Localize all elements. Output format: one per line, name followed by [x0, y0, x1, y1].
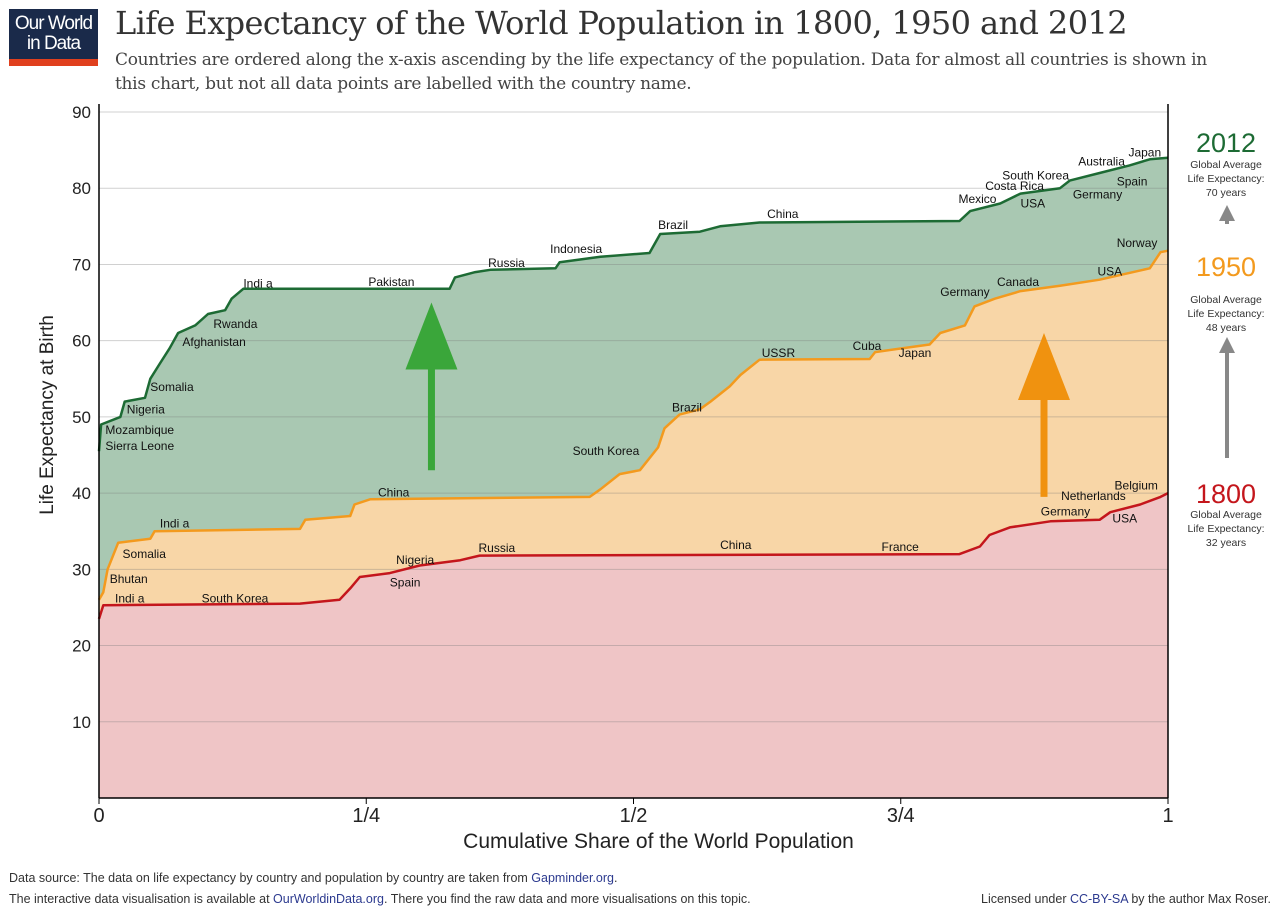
y-tick-90: 90 — [72, 103, 91, 122]
legend-label2-1950: Life Expectancy: — [1187, 308, 1264, 320]
country-label-2012: China — [767, 207, 799, 221]
legend-value-1800: 32 years — [1206, 537, 1246, 549]
legend-year-1950: 1950 — [1196, 252, 1256, 282]
legend-label2-2012: Life Expectancy: — [1187, 173, 1264, 185]
gapminder-link[interactable]: Gapminder.org — [531, 871, 614, 885]
country-label-2012: Sierra Leone — [105, 439, 174, 453]
y-tick-50: 50 — [72, 408, 91, 427]
country-label-2012: USA — [1020, 196, 1045, 210]
y-axis-label: Life Expectancy at Birth — [37, 315, 58, 515]
country-label-1950: Cuba — [853, 339, 882, 353]
license-link[interactable]: CC-BY-SA — [1069, 892, 1128, 906]
legend-label-2012: Global Average — [1190, 159, 1262, 171]
country-label-1800: China — [720, 538, 752, 552]
country-label-2012: Japan — [1128, 145, 1161, 159]
source-suffix: . — [613, 871, 618, 885]
country-label-2012: Pakistan — [368, 275, 414, 289]
country-label-1950: South Korea — [573, 444, 640, 458]
country-label-2012: Indi a — [243, 277, 273, 291]
owid-logo: Our World in Data — [9, 9, 98, 66]
country-label-2012: Costa Rica — [985, 179, 1044, 193]
license-suffix: by the author Max Roser. — [1127, 892, 1271, 906]
y-tick-10: 10 — [72, 713, 91, 732]
legend-year-2012: 2012 — [1196, 128, 1256, 158]
country-label-1950: Japan — [899, 346, 932, 360]
country-label-2012: Somalia — [150, 380, 194, 394]
x-tick-1: 1 — [1162, 805, 1173, 827]
country-label-2012: Australia — [1078, 155, 1125, 169]
country-label-2012: Mexico — [958, 192, 996, 206]
y-tick-80: 80 — [72, 179, 91, 198]
country-label-1950: USSR — [762, 346, 796, 360]
x-tick-1/4: 1/4 — [352, 805, 380, 827]
country-label-1950: USA — [1097, 264, 1122, 278]
line-1800 — [97, 491, 1169, 620]
country-label-2012: Rwanda — [213, 317, 257, 331]
country-label-2012: Russia — [488, 256, 525, 270]
country-label-1950: Canada — [997, 275, 1039, 289]
country-label-1800: Belgium — [1115, 478, 1158, 492]
interactive-prefix: The interactive data visualisation is av… — [9, 892, 274, 906]
country-label-2012: Afghanistan — [182, 335, 245, 349]
x-tick-0: 0 — [93, 805, 104, 827]
country-label-1950: Indi a — [160, 517, 190, 531]
source-prefix: Data source: The data on life expectancy… — [9, 871, 532, 885]
country-label-1800: Spain — [390, 575, 421, 589]
country-label-2012: Indonesia — [550, 242, 602, 256]
line-2012 — [97, 156, 1169, 452]
line-1950 — [97, 249, 1169, 601]
country-label-1800: Netherlands — [1061, 489, 1126, 503]
license-prefix: Licensed under — [981, 892, 1070, 906]
legend-value-2012: 70 years — [1206, 187, 1246, 199]
legend-arrow-head-0 — [1219, 337, 1235, 353]
logo-line2: in Data — [26, 33, 81, 54]
country-label-1800: South Korea — [202, 591, 269, 605]
x-tick-1/2: 1/2 — [620, 805, 648, 827]
y-tick-40: 40 — [72, 484, 91, 503]
country-label-1800: France — [882, 540, 920, 554]
country-label-2012: Spain — [1117, 174, 1148, 188]
footer-license: Licensed under CC-BY-SA by the author Ma… — [981, 892, 1271, 906]
country-label-2012: Mozambique — [105, 423, 174, 437]
chart-subtitle: Countries are ordered along the x-axis a… — [115, 50, 1207, 94]
country-label-1800: Germany — [1041, 504, 1090, 518]
country-label-1800: Indi a — [115, 591, 145, 605]
y-tick-30: 30 — [72, 560, 91, 579]
country-label-2012: Germany — [1073, 187, 1122, 201]
country-label-1800: Russia — [478, 541, 515, 555]
legend-year-1800: 1800 — [1196, 479, 1256, 509]
legend-value-1950: 48 years — [1206, 322, 1246, 334]
legend-label-1950: Global Average — [1190, 294, 1262, 306]
legend-arrow-head-1 — [1219, 205, 1235, 221]
x-tick-3/4: 3/4 — [887, 805, 915, 827]
x-axis-label: Cumulative Share of the World Population — [463, 830, 854, 853]
country-label-1950: Brazil — [672, 401, 702, 415]
country-label-2012: Nigeria — [127, 402, 165, 416]
country-label-2012: Norway — [1117, 236, 1158, 250]
country-label-1950: China — [378, 485, 410, 499]
y-tick-70: 70 — [72, 255, 91, 274]
interactive-suffix: . There you find the raw data and more v… — [383, 892, 751, 906]
legend-label-1800: Global Average — [1190, 509, 1262, 521]
country-label-1950: Somalia — [123, 547, 167, 561]
footer-source: Data source: The data on life expectancy… — [9, 871, 617, 885]
chart-title: Life Expectancy of the World Population … — [115, 4, 1128, 42]
footer-interactive: The interactive data visualisation is av… — [9, 892, 751, 906]
country-label-1800: USA — [1112, 511, 1137, 525]
logo-bar — [9, 59, 98, 66]
country-label-1800: Nigeria — [396, 553, 434, 567]
arrow-head-1 — [1017, 333, 1070, 401]
country-label-1950: Germany — [940, 285, 989, 299]
country-label-2012: South Korea — [1002, 168, 1069, 182]
owid-link[interactable]: OurWorldinData.org — [273, 892, 384, 906]
country-label-2012: Brazil — [658, 218, 688, 232]
logo-line1: Our World — [14, 13, 93, 34]
country-label-1950: Bhutan — [110, 572, 148, 586]
arrow-head-0 — [405, 302, 458, 370]
area-1800 — [99, 493, 1168, 798]
legend-label2-1800: Life Expectancy: — [1187, 523, 1264, 535]
y-tick-20: 20 — [72, 637, 91, 656]
y-tick-60: 60 — [72, 332, 91, 351]
